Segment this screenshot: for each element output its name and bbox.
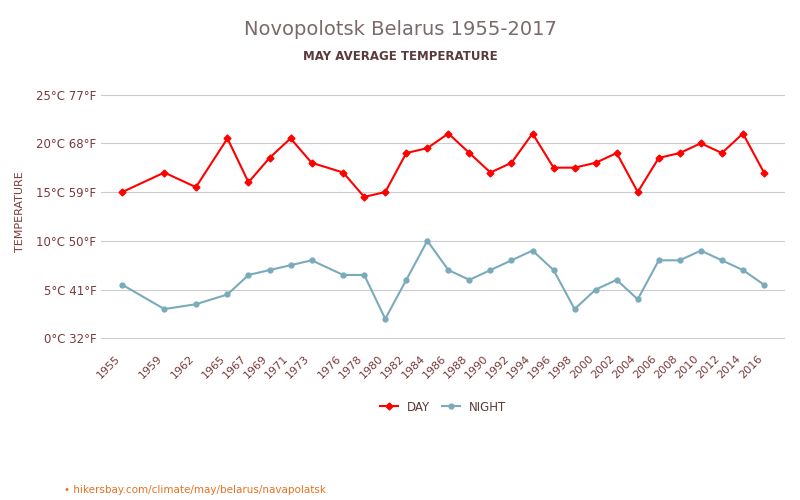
- Legend: DAY, NIGHT: DAY, NIGHT: [375, 396, 511, 418]
- Line: NIGHT: NIGHT: [120, 238, 766, 322]
- DAY: [265, 155, 274, 161]
- NIGHT: [570, 306, 579, 312]
- DAY: [286, 136, 295, 141]
- NIGHT: [486, 267, 495, 273]
- NIGHT: [286, 262, 295, 268]
- DAY: [338, 170, 348, 175]
- NIGHT: [159, 306, 169, 312]
- DAY: [612, 150, 622, 156]
- NIGHT: [654, 258, 663, 264]
- DAY: [402, 150, 411, 156]
- DAY: [633, 189, 642, 195]
- NIGHT: [759, 282, 769, 288]
- NIGHT: [222, 292, 232, 298]
- DAY: [222, 136, 232, 141]
- DAY: [191, 184, 201, 190]
- NIGHT: [591, 286, 601, 292]
- NIGHT: [506, 258, 516, 264]
- NIGHT: [118, 282, 127, 288]
- DAY: [359, 194, 369, 200]
- NIGHT: [443, 267, 453, 273]
- NIGHT: [633, 296, 642, 302]
- DAY: [506, 160, 516, 166]
- DAY: [696, 140, 706, 146]
- DAY: [465, 150, 474, 156]
- DAY: [244, 180, 254, 186]
- DAY: [159, 170, 169, 175]
- NIGHT: [244, 272, 254, 278]
- DAY: [422, 145, 432, 151]
- Line: DAY: DAY: [120, 131, 766, 200]
- NIGHT: [422, 238, 432, 244]
- NIGHT: [338, 272, 348, 278]
- NIGHT: [717, 258, 726, 264]
- Y-axis label: TEMPERATURE: TEMPERATURE: [15, 171, 25, 252]
- DAY: [591, 160, 601, 166]
- DAY: [738, 130, 748, 136]
- DAY: [118, 189, 127, 195]
- DAY: [528, 130, 538, 136]
- NIGHT: [696, 248, 706, 254]
- DAY: [675, 150, 685, 156]
- NIGHT: [307, 258, 317, 264]
- Text: MAY AVERAGE TEMPERATURE: MAY AVERAGE TEMPERATURE: [302, 50, 498, 63]
- Text: Novopolotsk Belarus 1955-2017: Novopolotsk Belarus 1955-2017: [243, 20, 557, 39]
- NIGHT: [612, 277, 622, 283]
- NIGHT: [402, 277, 411, 283]
- NIGHT: [528, 248, 538, 254]
- NIGHT: [265, 267, 274, 273]
- Text: • hikersbay.com/climate/may/belarus/navapolatsk: • hikersbay.com/climate/may/belarus/nava…: [64, 485, 326, 495]
- DAY: [717, 150, 726, 156]
- DAY: [443, 130, 453, 136]
- DAY: [759, 170, 769, 175]
- NIGHT: [465, 277, 474, 283]
- NIGHT: [549, 267, 558, 273]
- DAY: [486, 170, 495, 175]
- DAY: [549, 164, 558, 170]
- DAY: [381, 189, 390, 195]
- NIGHT: [191, 301, 201, 307]
- NIGHT: [381, 316, 390, 322]
- NIGHT: [738, 267, 748, 273]
- NIGHT: [675, 258, 685, 264]
- DAY: [570, 164, 579, 170]
- DAY: [307, 160, 317, 166]
- NIGHT: [359, 272, 369, 278]
- DAY: [654, 155, 663, 161]
